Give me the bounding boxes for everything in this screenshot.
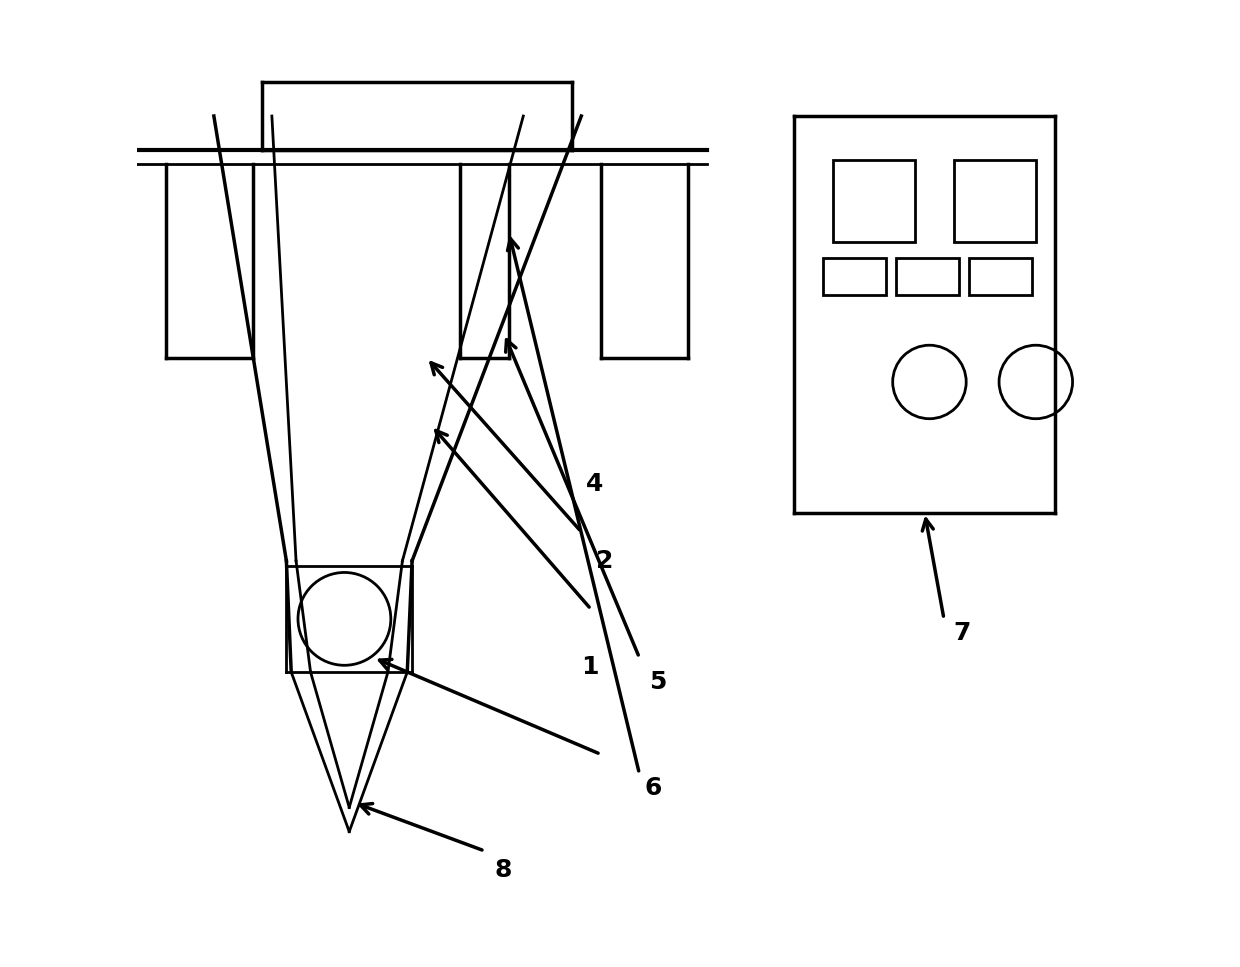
Text: 5: 5 (649, 670, 666, 693)
Text: 2: 2 (596, 549, 614, 572)
Bar (970, 258, 1032, 295)
Bar (823, 258, 885, 295)
Bar (833, 160, 915, 242)
Text: 8: 8 (495, 859, 512, 882)
Bar (897, 258, 959, 295)
Text: 4: 4 (587, 472, 604, 495)
Text: 7: 7 (954, 622, 971, 645)
Bar (954, 160, 1035, 242)
Text: 1: 1 (582, 656, 599, 679)
Text: 6: 6 (644, 777, 662, 800)
